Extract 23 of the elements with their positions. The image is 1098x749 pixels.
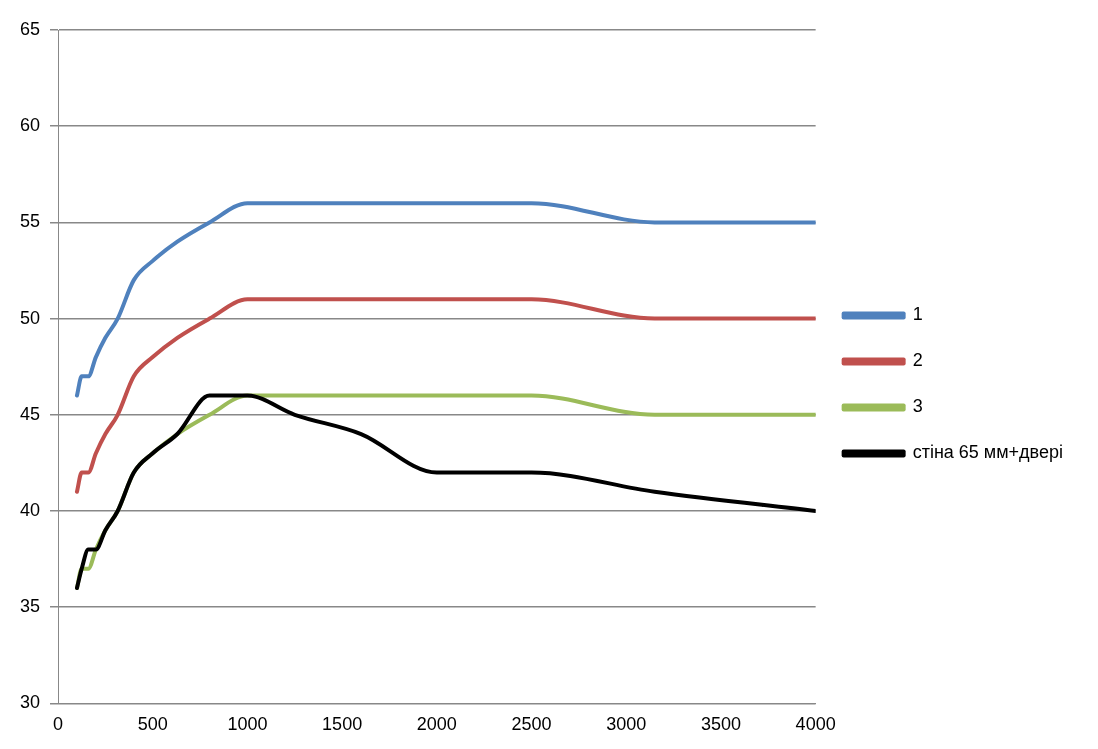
y-tick-label: 60 — [19, 115, 41, 136]
x-tick-label: 4000 — [795, 714, 836, 735]
legend-label: стіна 65 мм+двері — [912, 442, 1064, 463]
y-tick-label: 30 — [19, 692, 41, 713]
legend-label: 2 — [912, 350, 923, 371]
y-tick-label: 45 — [19, 403, 41, 424]
x-tick-label: 2000 — [416, 714, 457, 735]
legend-label: 3 — [912, 396, 923, 417]
y-tick-label: 55 — [19, 211, 41, 232]
line-series — [74, 297, 816, 494]
y-tick-label: 40 — [19, 499, 41, 520]
legend-label: 1 — [912, 304, 923, 325]
x-tick-label: 1500 — [322, 714, 363, 735]
y-tick-label: 50 — [19, 307, 41, 328]
y-tick-label: 35 — [19, 596, 41, 617]
x-tick-label: 0 — [53, 714, 64, 735]
x-tick-label: 3500 — [700, 714, 741, 735]
x-tick-label: 1000 — [227, 714, 268, 735]
x-tick-label: 2500 — [511, 714, 552, 735]
line-series — [74, 201, 816, 398]
x-tick-label: 3000 — [606, 714, 647, 735]
x-tick-label: 500 — [137, 714, 168, 735]
y-tick-label: 65 — [19, 18, 41, 39]
